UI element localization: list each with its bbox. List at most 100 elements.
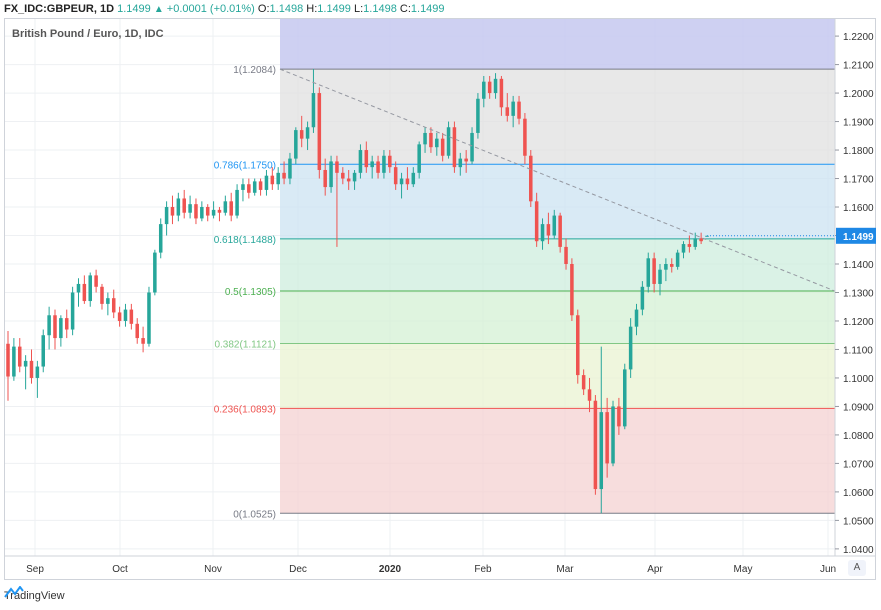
close-value: 1.1499 [410, 3, 445, 15]
candle-body [217, 209, 222, 213]
symbol-name[interactable]: FX_IDC:GBPEUR, 1D [4, 3, 115, 15]
candle-body [546, 224, 551, 236]
candle-body [623, 369, 627, 427]
y-tick-label: 1.0400 [843, 545, 874, 556]
candle-body [658, 269, 662, 284]
high-value: 1.1499 [317, 3, 351, 15]
candle-body [505, 107, 510, 116]
tradingview-brand[interactable]: TradingView [4, 590, 65, 602]
candle-body [593, 400, 598, 490]
candle-body [264, 175, 269, 190]
fib-zone [280, 343, 835, 409]
y-tick-label: 1.1100 [843, 345, 873, 356]
candle-body [576, 315, 580, 376]
candle-body [335, 161, 339, 173]
candle-body [117, 312, 122, 321]
tradingview-logo-icon[interactable] [4, 586, 24, 598]
chart-frame [4, 18, 876, 580]
candle-body [211, 209, 216, 216]
y-tick-label: 1.0600 [843, 488, 874, 499]
x-tick-label: 2020 [379, 564, 402, 575]
candle-body [464, 158, 468, 162]
candle-body [252, 181, 257, 193]
candle-body [53, 315, 57, 339]
x-tick-label: Feb [474, 564, 492, 575]
candle-body [564, 246, 568, 264]
candle-body [147, 292, 151, 344]
candle-body [229, 201, 233, 216]
fib-level-label: 0.382(1.1121) [214, 339, 276, 350]
candle-body [258, 181, 263, 190]
candle-body [358, 150, 363, 173]
candle-body [699, 238, 703, 242]
fib-level-label: 0(1.0525) [233, 509, 276, 520]
candle-body [276, 172, 280, 185]
y-tick-label: 1.0500 [843, 516, 874, 527]
fib-level-label: 0.618(1.1488) [214, 235, 276, 246]
candle-body [476, 98, 480, 133]
candle-body [188, 204, 192, 213]
candle-body [35, 366, 40, 378]
candle-body [435, 138, 439, 148]
candle-body [294, 130, 298, 159]
candle-body [100, 286, 104, 304]
x-tick-label: Jun [820, 564, 836, 575]
candle-body [487, 81, 492, 94]
candle-body [388, 155, 392, 168]
candle-body [205, 207, 210, 216]
candle-body [346, 178, 351, 182]
candle-body [288, 158, 292, 179]
y-tick-label: 1.1400 [843, 260, 874, 271]
candle-body [499, 78, 504, 108]
candle-body [570, 263, 574, 316]
candle-body [552, 215, 557, 236]
candle-body [669, 263, 674, 267]
candle-body [88, 275, 92, 302]
candle-body [511, 101, 515, 116]
fib-zone [280, 408, 835, 514]
chart-title: British Pound / Euro, 1D, IDC [12, 28, 164, 40]
candle-body [329, 161, 333, 188]
candle-body [352, 172, 357, 182]
candle-body [235, 189, 239, 216]
candle-body [170, 207, 175, 216]
candle-body [323, 169, 327, 188]
candle-body [17, 346, 22, 367]
candle-body [540, 224, 545, 242]
fib-level-label: 0.236(1.0893) [214, 404, 276, 415]
candle-body [364, 150, 369, 168]
candle-body [370, 161, 374, 168]
candle-body [317, 93, 322, 170]
candle-body [47, 315, 51, 336]
candle-body [94, 275, 98, 287]
x-tick-label: Oct [112, 564, 128, 575]
up-arrow-icon: ▲ [153, 4, 164, 15]
candle-body [176, 198, 181, 216]
x-tick-label: Apr [647, 564, 663, 575]
candle-body [158, 224, 163, 253]
candle-body [452, 127, 457, 168]
candle-body [194, 204, 198, 219]
y-tick-label: 1.1900 [843, 118, 874, 129]
symbol-header: FX_IDC:GBPEUR, 1D 1.1499 ▲ +0.0001 (+0.0… [4, 0, 445, 18]
candle-body [470, 132, 474, 162]
candle-body [429, 132, 433, 148]
candle-body [305, 127, 310, 139]
auto-scale-button[interactable]: A [848, 560, 866, 576]
last-price: 1.1499 [117, 3, 151, 15]
low-value: 1.1498 [363, 3, 397, 15]
candle-body [241, 184, 245, 190]
candle-body [76, 283, 81, 293]
candle-body [223, 201, 228, 213]
y-tick-label: 1.2100 [843, 61, 874, 72]
candle-body [399, 178, 404, 185]
candle-body [282, 172, 286, 179]
candle-body [23, 360, 28, 367]
x-tick-label: Sep [26, 564, 44, 575]
y-tick-label: 1.1000 [843, 374, 874, 385]
candle-body [664, 263, 668, 270]
candle-body [634, 309, 639, 327]
fib-zone [280, 238, 835, 292]
candle-body [12, 346, 16, 377]
